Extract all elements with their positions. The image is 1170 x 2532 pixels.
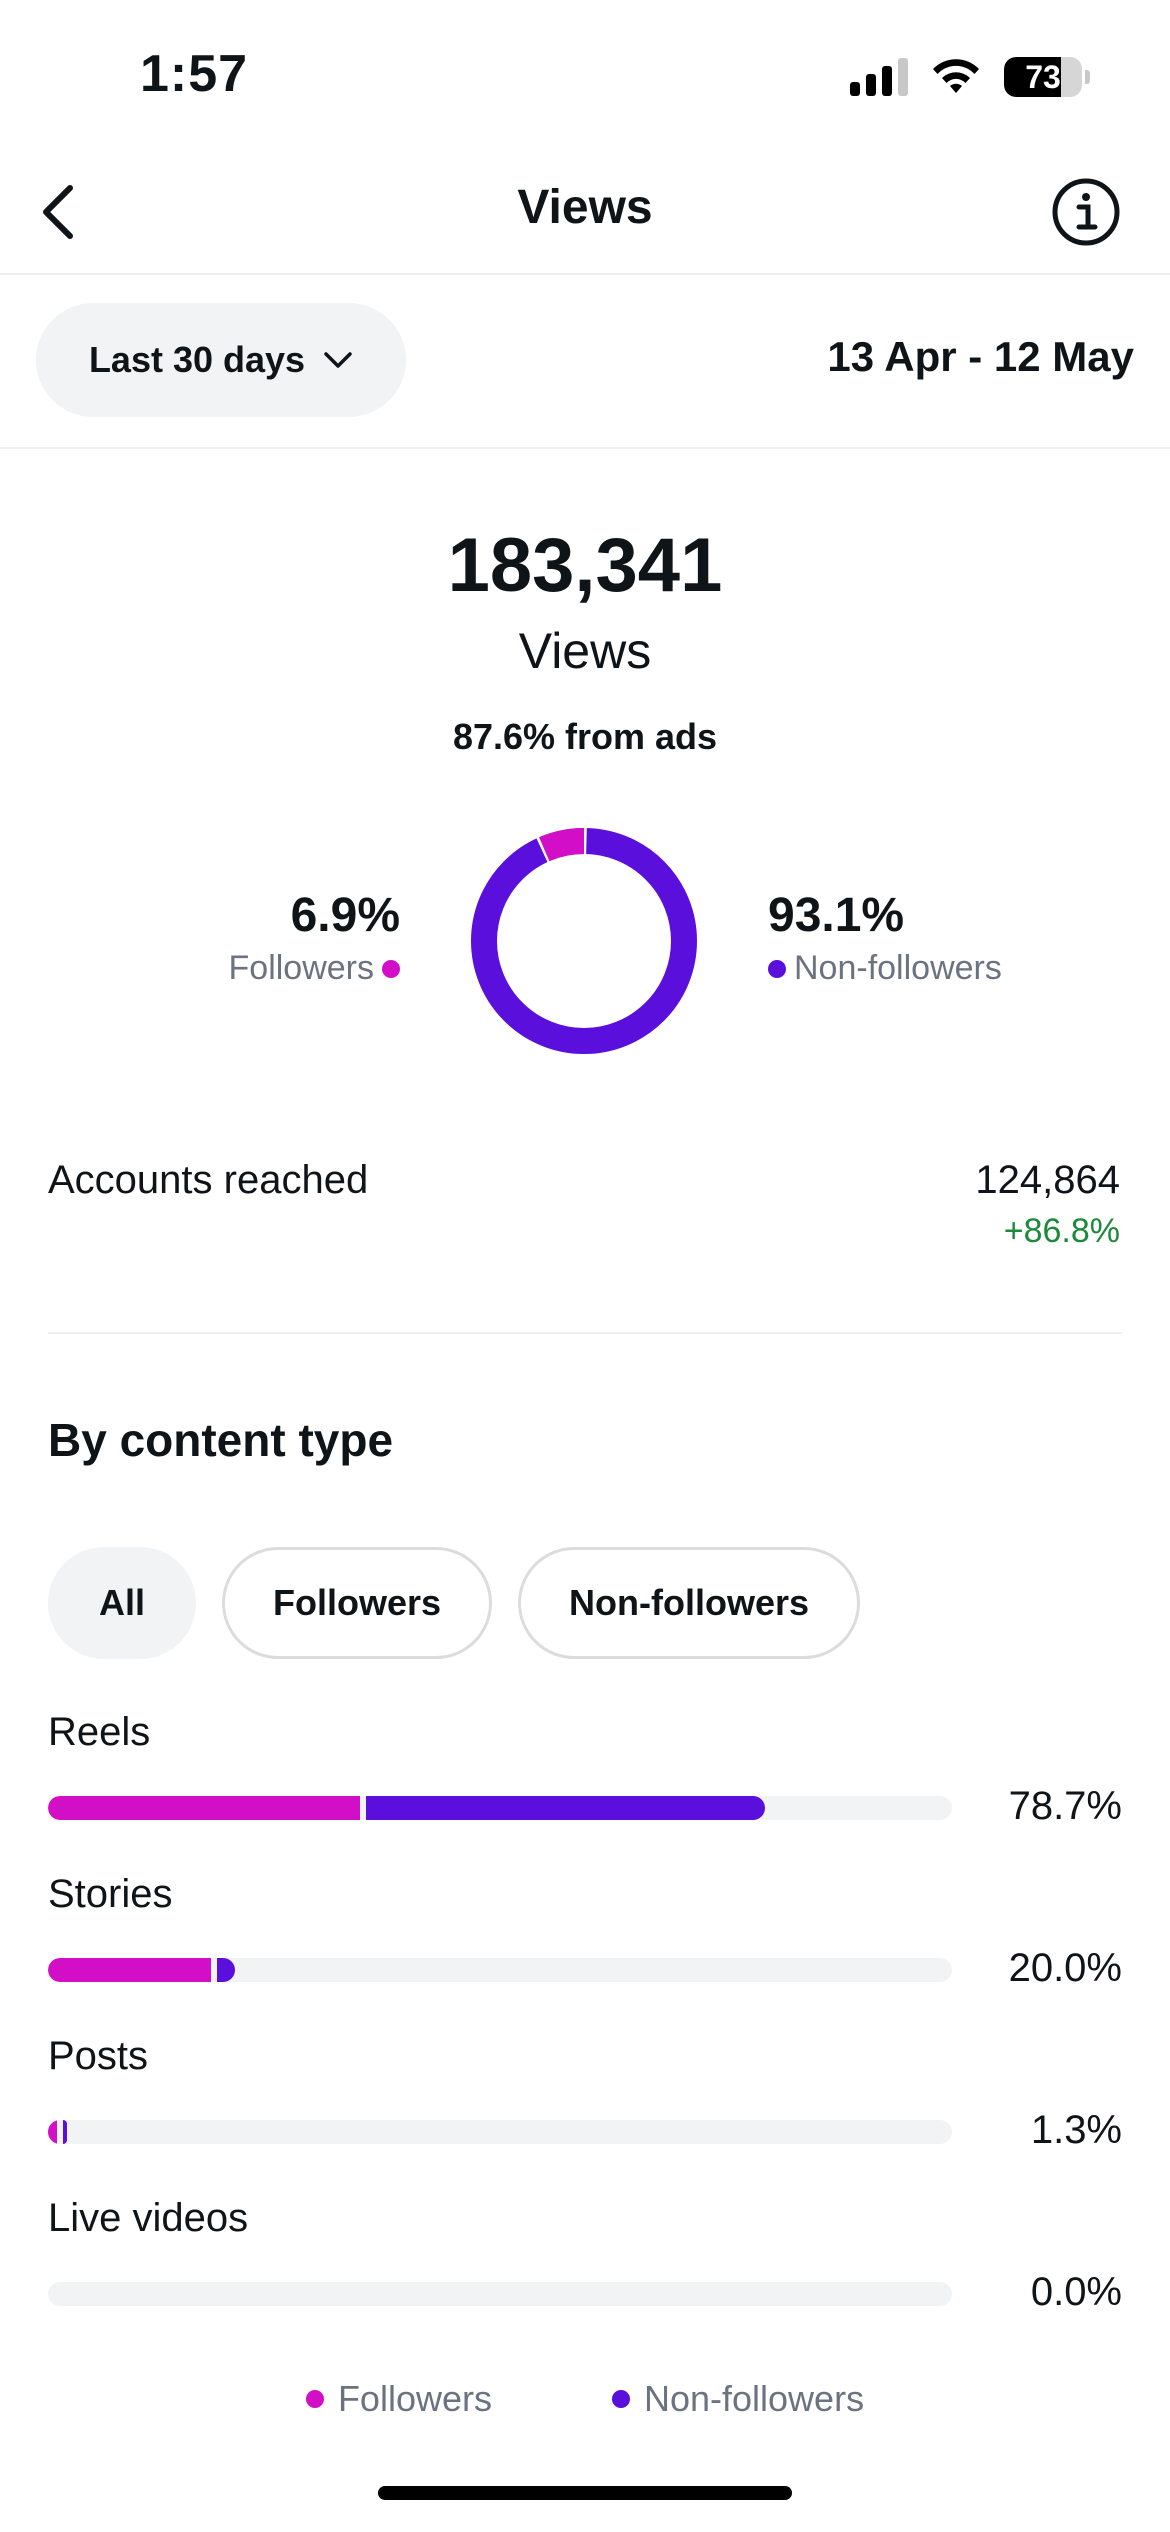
page-title: Views: [517, 181, 653, 234]
date-range-dropdown[interactable]: Last 30 days: [36, 303, 406, 417]
followers-dot-icon: [305, 2390, 324, 2408]
date-range-dropdown-label: Last 30 days: [88, 339, 306, 380]
content-row-stories: Stories 20.0%: [48, 1872, 1122, 1990]
bar-nonfollowers-segment: [216, 1958, 235, 1982]
nonfollowers-label-text: Non-followers: [794, 949, 1002, 987]
content-row-posts: Posts 1.3%: [48, 2034, 1122, 2152]
bar-followers-segment: [48, 2120, 58, 2144]
donut-gap-start: [470, 827, 698, 1055]
back-button[interactable]: [18, 172, 98, 252]
chip-all[interactable]: All: [48, 1547, 197, 1659]
total-views-label: Views: [518, 623, 652, 679]
content-row-label: Live videos: [48, 2196, 249, 2240]
content-row-live-videos: Live videos 0.0%: [48, 2196, 1122, 2314]
chip-followers[interactable]: Followers: [222, 1547, 493, 1659]
section-divider: [48, 1332, 1122, 1334]
bar-nonfollowers-segment: [63, 2120, 68, 2144]
wifi-icon: [933, 59, 979, 93]
nonfollowers-dot-icon: [611, 2390, 630, 2408]
donut-gap-end: [470, 827, 698, 1055]
legend-nonfollowers: Non-followers: [611, 2378, 865, 2420]
info-button[interactable]: [1046, 172, 1126, 252]
ads-note: 87.6% from ads: [452, 716, 718, 757]
status-icons: 73: [850, 54, 1090, 100]
bar-followers-segment: [48, 1796, 360, 1820]
legend-followers-label: Followers: [337, 2378, 492, 2419]
chip-nonfollowers[interactable]: Non-followers: [518, 1547, 861, 1659]
followers-donut-chart: [470, 827, 698, 1055]
cellular-signal-icon: [850, 58, 908, 96]
info-icon: [1052, 178, 1120, 246]
audience-filter-chips: All Followers Non-followers: [48, 1547, 861, 1659]
content-row-percent: 78.7%: [1008, 1784, 1122, 1828]
total-views: 183,341: [447, 523, 723, 608]
range-row: Last 30 days 13 Apr - 12 May: [0, 277, 1170, 449]
bar-followers-segment: [48, 1958, 211, 1982]
home-indicator[interactable]: [378, 2486, 792, 2500]
followers-split-label: Followers: [229, 949, 400, 988]
content-row-reels: Reels 78.7%: [48, 1710, 1122, 1828]
legend-followers: Followers: [305, 2378, 492, 2420]
content-row-bar: [48, 2282, 952, 2306]
accounts-reached-value: 124,864: [975, 1158, 1120, 1202]
legend-nonfollowers-label: Non-followers: [643, 2378, 865, 2419]
nonfollowers-split-label: Non-followers: [768, 949, 1002, 988]
accounts-reached-change: +86.8%: [1003, 1212, 1120, 1250]
content-row-percent: 1.3%: [1030, 2108, 1122, 2152]
content-row-bar: [48, 2120, 952, 2144]
content-type-legend: Followers Non-followers: [0, 2378, 1170, 2420]
nonfollowers-percent: 93.1%: [768, 889, 905, 942]
content-row-bar: [48, 1796, 952, 1820]
bar-nonfollowers-segment: [365, 1796, 766, 1820]
battery-level: 73: [1025, 58, 1061, 95]
donut-followers-segment: [471, 828, 697, 1054]
content-type-title: By content type: [48, 1414, 394, 1466]
status-time: 1:57: [140, 45, 249, 103]
content-row-percent: 0.0%: [1030, 2270, 1122, 2314]
chevron-left-icon: [43, 185, 73, 239]
status-bar: 1:57 73: [0, 0, 1170, 150]
followers-split: 6.9% Followers: [229, 888, 400, 988]
followers-percent: 6.9%: [290, 889, 400, 942]
content-row-label: Reels: [48, 1710, 151, 1754]
content-row-label: Stories: [48, 1872, 173, 1916]
donut-nonfollowers-segment: [471, 828, 697, 1054]
date-range-text: 13 Apr - 12 May: [827, 333, 1134, 380]
header: Views: [0, 150, 1170, 275]
nonfollowers-split: 93.1% Non-followers: [768, 888, 1002, 988]
battery-icon: 73: [1004, 57, 1090, 97]
content-row-percent: 20.0%: [1008, 1946, 1122, 1990]
content-row-label: Posts: [48, 2034, 149, 2078]
content-row-bar: [48, 1958, 952, 1982]
accounts-reached-label: Accounts reached: [48, 1158, 369, 1202]
followers-label-text: Followers: [228, 949, 374, 987]
followers-dot-icon: [382, 959, 400, 978]
nonfollowers-dot-icon: [768, 959, 786, 978]
chevron-down-icon: [324, 352, 352, 368]
